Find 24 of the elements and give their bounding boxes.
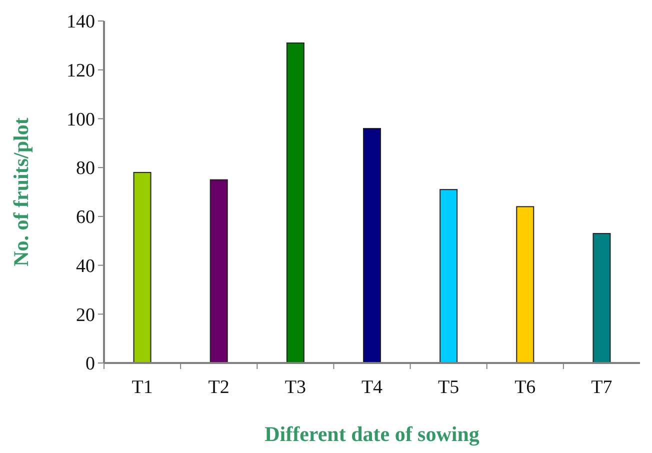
bar [592, 233, 611, 364]
bar [363, 128, 381, 364]
x-tick-label: T1 [132, 377, 153, 398]
x-tick-label: T2 [208, 377, 230, 398]
x-tick-label: T5 [438, 377, 460, 398]
y-tick-label: 0 [86, 354, 95, 375]
bar [210, 179, 228, 364]
x-axis-title: Different date of sowing [264, 422, 480, 446]
x-tick-label: T4 [361, 377, 384, 398]
y-tick-label: 20 [76, 304, 95, 326]
y-tick-label: 140 [66, 12, 95, 33]
y-axis-title: No. of fruits/plot [9, 118, 33, 266]
bar [516, 206, 534, 364]
y-tick-label: 60 [76, 207, 95, 228]
x-tick-label: T3 [284, 377, 306, 398]
bar [440, 189, 458, 364]
y-tick-label: 120 [66, 60, 95, 82]
y-tick-label: 80 [76, 158, 95, 180]
y-tick-label: 100 [66, 109, 95, 130]
x-tick-label: T7 [591, 377, 612, 398]
bar [286, 42, 304, 364]
y-tick-label: 40 [76, 256, 95, 277]
bar [133, 172, 152, 364]
x-tick-label: T6 [514, 377, 536, 398]
